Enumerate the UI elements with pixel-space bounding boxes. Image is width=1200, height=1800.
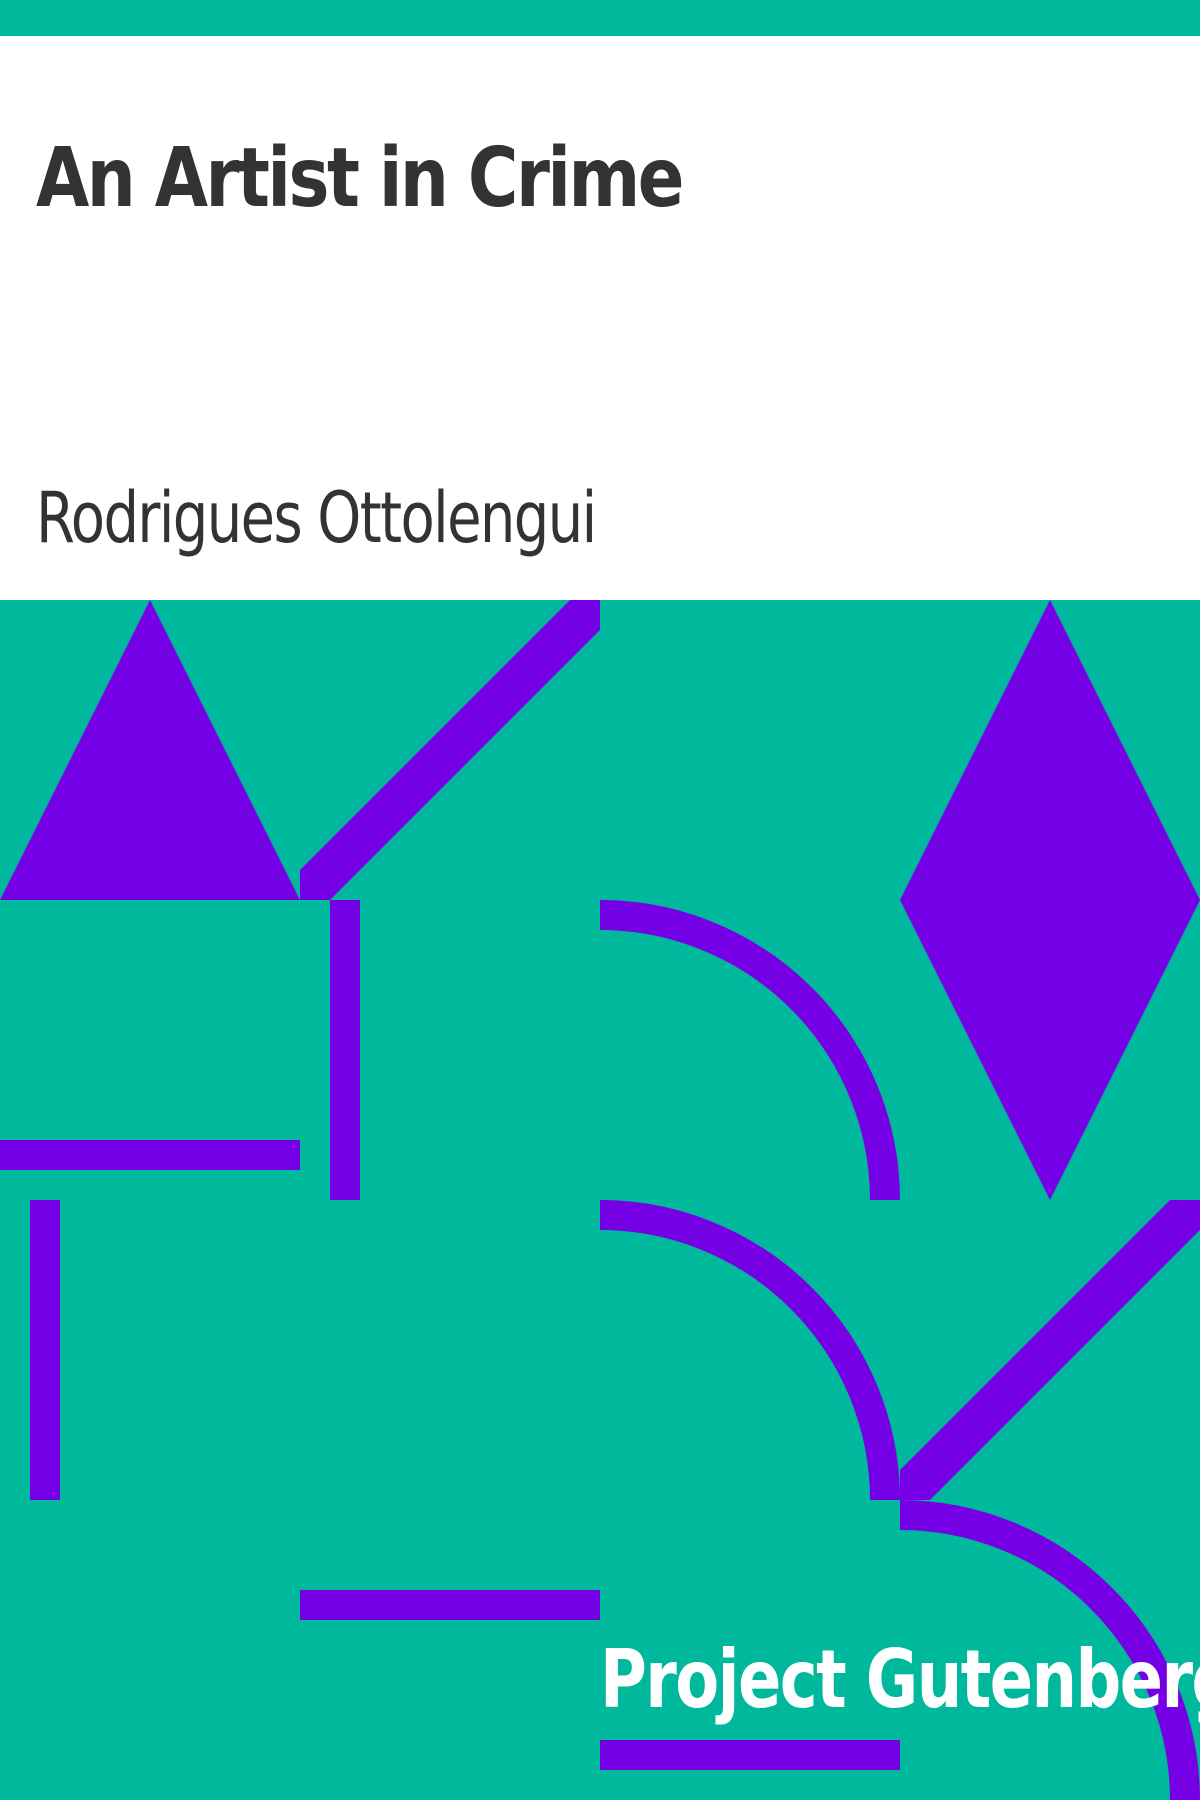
publisher-name: Project Gutenberg bbox=[600, 1633, 1200, 1726]
vertical-bar-1 bbox=[330, 900, 360, 1200]
diagonal-band-bottom bbox=[900, 1200, 1200, 1500]
cover-artwork bbox=[0, 600, 1200, 1800]
book-author: Rodrigues Ottolengui bbox=[36, 477, 597, 559]
title-panel: An Artist in Crime Rodrigues Ottolengui bbox=[0, 36, 1200, 600]
horizontal-bar-2 bbox=[300, 1590, 600, 1620]
vertical-bar-2 bbox=[30, 1200, 60, 1500]
triangle-shape bbox=[0, 600, 300, 900]
quarter-arc-3 bbox=[899, 1500, 1200, 1800]
top-color-band bbox=[0, 0, 1200, 36]
quarter-arc-2 bbox=[599, 1200, 900, 1501]
diamond-shape bbox=[900, 600, 1200, 1200]
diagonal-band-top bbox=[300, 600, 600, 900]
horizontal-bar-1 bbox=[0, 1140, 300, 1170]
book-title: An Artist in Crime bbox=[36, 131, 684, 226]
quarter-arc-1 bbox=[599, 900, 900, 1201]
horizontal-bar-3 bbox=[600, 1740, 900, 1770]
